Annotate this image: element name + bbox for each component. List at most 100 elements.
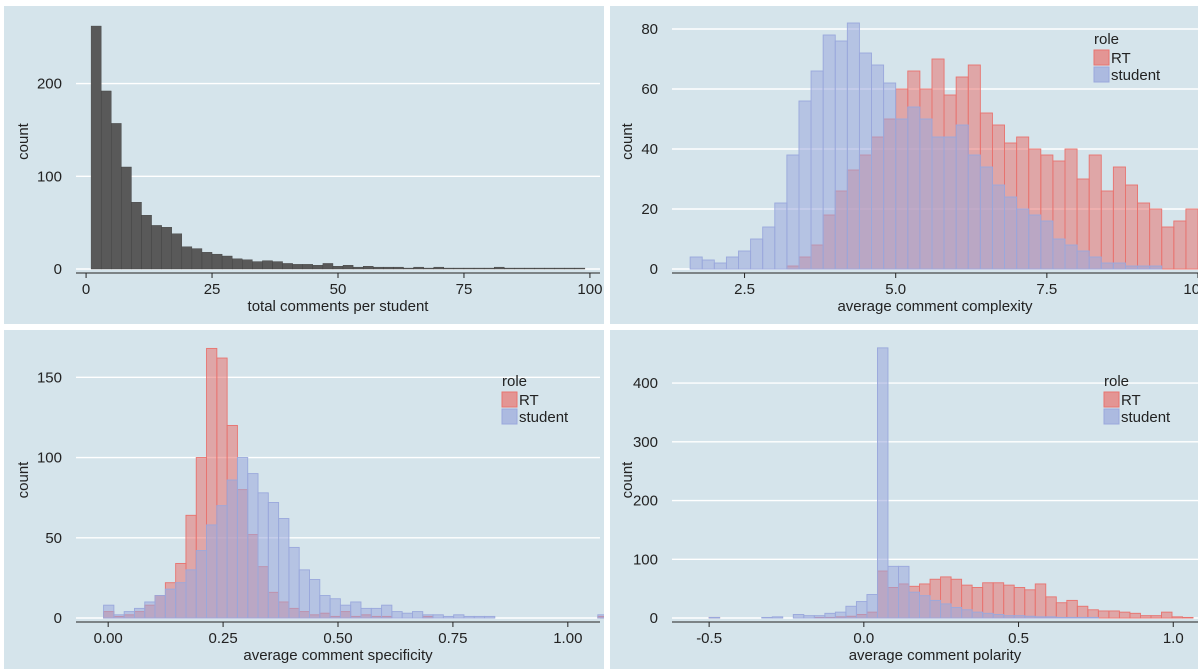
bar: [282, 263, 293, 270]
bar: [534, 267, 545, 270]
y-tick-label: 40: [641, 141, 658, 158]
bar: [339, 604, 352, 619]
bar: [1129, 612, 1141, 619]
bar: [554, 267, 565, 270]
legend-swatch: [1093, 66, 1110, 83]
bar: [1016, 208, 1030, 270]
bar: [185, 569, 197, 619]
bar: [181, 246, 193, 270]
bar: [786, 154, 800, 270]
bar: [442, 615, 455, 619]
bar: [883, 82, 897, 270]
bar: [1024, 589, 1036, 619]
bar: [961, 609, 973, 619]
x-tick-label: 7.5: [1036, 281, 1057, 298]
bar: [216, 505, 228, 619]
bar: [267, 502, 280, 619]
bar: [453, 614, 465, 619]
chart-panel-specificity: 0.00 0.25 0.50 0.75 1.00 0 50 100 150 average com…: [4, 330, 604, 669]
bar: [898, 565, 910, 619]
x-tick-label: 10.0: [1183, 281, 1198, 298]
bar: [982, 612, 994, 619]
bar: [221, 255, 233, 270]
y-axis-title: count: [619, 461, 636, 499]
bar: [1161, 611, 1173, 619]
y-tick-label: 20: [641, 201, 658, 218]
x-tick-label: 50: [330, 281, 347, 298]
bar: [298, 569, 310, 619]
bar: [908, 591, 920, 619]
bar: [1003, 615, 1015, 619]
y-tick-label: 200: [633, 493, 658, 510]
series-student: [689, 22, 1163, 270]
bar: [131, 202, 142, 270]
x-tick-label: 0.00: [94, 630, 123, 647]
chart-polarity: -0.5 0.0 0.5 1.0 0 100 200 300 400 average commen…: [619, 347, 1198, 664]
x-tick-label: 0.25: [208, 630, 237, 647]
bar: [1185, 208, 1198, 270]
bar: [1149, 208, 1163, 270]
bar: [1064, 244, 1078, 270]
legend-swatch: [501, 408, 518, 425]
legend-title: role: [1094, 31, 1119, 48]
legend-label: RT: [519, 392, 539, 409]
bar: [887, 565, 899, 619]
bar: [1066, 599, 1078, 619]
bar: [319, 595, 331, 619]
bar: [401, 612, 413, 619]
bar: [871, 64, 885, 270]
x-tick-label: 25: [204, 281, 221, 298]
x-tick-label: 0.5: [1008, 630, 1029, 647]
bar: [574, 267, 586, 270]
bar: [919, 595, 931, 619]
series-RT: [103, 347, 604, 619]
chart-complexity: 2.5 5.0 7.5 10.0 0 20 40 60 80 average comment co…: [619, 21, 1198, 315]
bar: [1034, 583, 1047, 619]
y-tick-label: 0: [54, 610, 62, 627]
y-tick-label: 0: [650, 610, 658, 627]
bar: [322, 263, 334, 270]
bar: [1028, 214, 1042, 270]
bar: [1045, 616, 1057, 619]
bar: [564, 267, 576, 270]
y-tick-label: 0: [650, 261, 658, 278]
bar: [810, 70, 824, 270]
bar: [991, 184, 1005, 270]
bar: [175, 582, 187, 619]
x-axis-title: total comments per student: [248, 298, 430, 315]
bar: [834, 40, 848, 270]
bar: [813, 615, 826, 619]
x-tick-label: 5.0: [885, 281, 906, 298]
bar: [247, 473, 259, 619]
bar: [1013, 615, 1026, 619]
bar: [391, 611, 403, 619]
bar: [432, 614, 444, 619]
x-tick-label: 0.50: [323, 630, 352, 647]
bar: [1087, 616, 1099, 619]
y-tick-label: 300: [633, 434, 658, 451]
x-axis-title: average comment specificity: [243, 647, 433, 664]
bar: [453, 267, 465, 270]
bar: [1040, 220, 1054, 270]
bar: [493, 266, 505, 270]
bar: [236, 457, 249, 619]
bar: [713, 262, 727, 270]
bar: [761, 616, 773, 619]
bar: [362, 266, 374, 270]
bar: [798, 100, 812, 270]
bar: [1100, 190, 1114, 270]
bar: [103, 604, 115, 619]
bar: [151, 225, 162, 270]
y-tick-label: 100: [37, 450, 62, 467]
bar: [332, 266, 344, 270]
bar: [967, 154, 981, 270]
bar: [350, 601, 362, 619]
bar: [855, 601, 868, 619]
bar: [1003, 584, 1015, 619]
chart-panel-complexity: 2.5 5.0 7.5 10.0 0 20 40 60 80 average comment co…: [610, 6, 1198, 324]
bar: [473, 267, 485, 270]
y-axis-title: count: [15, 122, 32, 160]
legend-swatch: [1093, 49, 1110, 66]
bar: [824, 612, 836, 619]
